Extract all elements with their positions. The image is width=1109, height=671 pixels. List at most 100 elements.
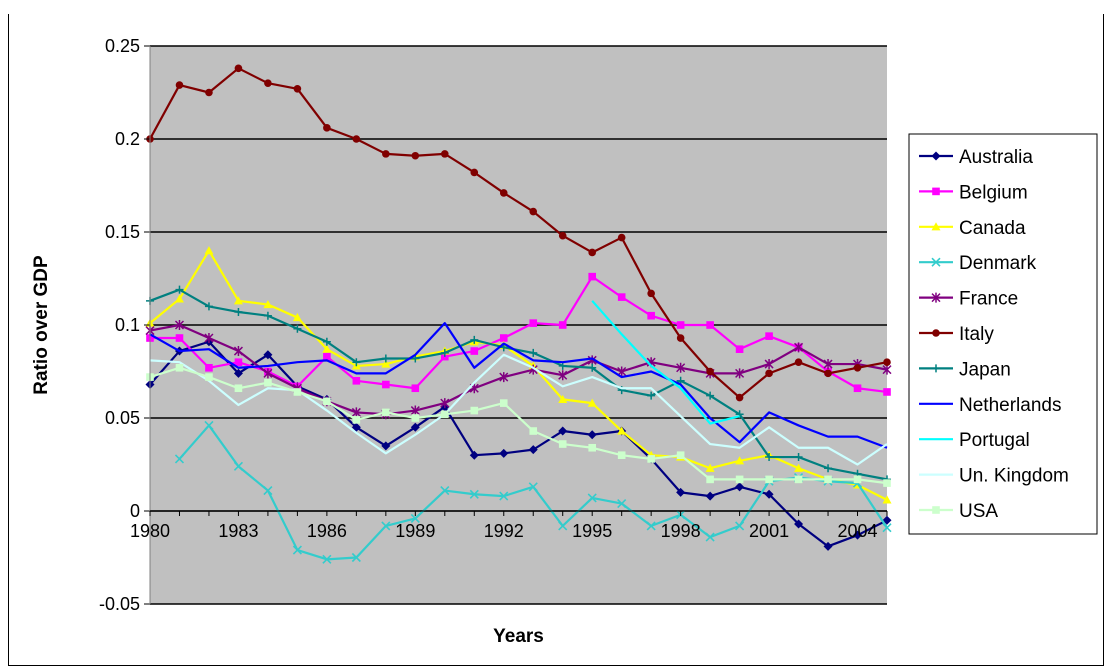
series-netherlands [149, 322, 888, 449]
data-point-denmark [204, 420, 214, 431]
data-point-usa [441, 410, 449, 419]
data-point-france [204, 333, 214, 344]
data-point-japan [824, 464, 833, 473]
y-tick-label: 0.1 [115, 315, 140, 335]
x-tick-label: 2001 [749, 521, 789, 541]
legend-item-france: France [919, 289, 1018, 310]
y-tick-label: 0 [130, 501, 140, 521]
data-point-australia [233, 368, 243, 378]
data-point-italy [382, 150, 390, 158]
x-tick-label: 1983 [218, 521, 258, 541]
series-belgium [146, 272, 891, 396]
x-tick-label: 2004 [837, 521, 877, 541]
y-tick-label: 0.25 [105, 36, 140, 56]
legend-item-belgium: Belgium [919, 182, 1028, 203]
data-point-australia [676, 487, 686, 497]
legend: Australia Belgium Canada Denmark France Italy… [908, 133, 1098, 535]
data-point-belgium [853, 384, 862, 393]
data-point-italy [205, 88, 213, 97]
data-point-canada [705, 463, 715, 472]
data-point-denmark [440, 485, 450, 496]
data-point-usa [883, 479, 891, 487]
legend-label-usa: USA [959, 501, 998, 522]
series-line-italy [149, 67, 888, 399]
data-point-belgium [647, 311, 655, 320]
data-point-usa [765, 475, 773, 484]
legend-item-un-kingdom: Un. Kingdom [919, 466, 1069, 487]
data-point-denmark [705, 532, 715, 542]
y-tick-label: 0.2 [115, 129, 140, 149]
legend-label-japan: Japan [959, 359, 1011, 380]
data-point-france [558, 370, 568, 381]
series-japan [146, 285, 891, 484]
data-point-belgium [323, 352, 331, 361]
data-point-australia [587, 430, 597, 440]
data-point-canada [174, 294, 184, 303]
data-point-italy [765, 369, 773, 378]
legend-item-italy: Italy [919, 324, 994, 345]
data-point-japan [293, 324, 302, 333]
data-point-japan [529, 348, 538, 357]
legend-marker-france [931, 292, 941, 303]
data-point-usa [824, 475, 832, 484]
data-point-australia [469, 450, 479, 460]
legend-item-denmark: Denmark [919, 253, 1037, 274]
data-point-france [764, 359, 774, 370]
data-point-canada [617, 426, 627, 435]
data-point-denmark [528, 482, 538, 492]
data-point-france [410, 405, 420, 416]
data-point-denmark [351, 552, 361, 563]
data-point-canada [882, 495, 892, 504]
data-point-italy [824, 369, 832, 378]
x-tick-label: 1989 [395, 521, 435, 541]
data-point-canada [558, 394, 568, 403]
y-tick-label: -0.05 [99, 594, 140, 614]
data-point-canada [381, 359, 391, 368]
data-point-belgium [382, 380, 390, 389]
data-point-australia [381, 441, 391, 451]
data-point-japan [765, 453, 774, 462]
data-point-france [794, 342, 804, 353]
data-point-usa [352, 416, 361, 424]
legend-item-japan: Japan [919, 359, 1011, 380]
x-tick-label: 1986 [307, 521, 347, 541]
data-point-usa [293, 388, 302, 396]
data-point-italy [411, 151, 420, 160]
data-point-usa [205, 373, 213, 381]
data-point-australia [735, 482, 745, 492]
series-line-australia [149, 340, 888, 548]
legend-marker-denmark [931, 257, 941, 267]
data-point-belgium [499, 334, 508, 342]
data-point-australia [558, 426, 568, 436]
data-point-denmark [499, 491, 509, 501]
data-point-denmark [617, 498, 627, 509]
data-point-france [440, 398, 450, 409]
data-point-denmark [322, 554, 332, 564]
series-line-usa [149, 366, 888, 485]
data-point-italy [794, 358, 803, 367]
data-point-usa [264, 378, 272, 387]
data-point-australia [705, 491, 715, 501]
data-point-italy [706, 367, 714, 376]
data-point-denmark [263, 485, 273, 496]
data-point-italy [617, 233, 626, 242]
data-point-usa [735, 475, 744, 484]
x-tick-label: 1995 [572, 521, 612, 541]
legend-item-netherlands: Netherlands [919, 395, 1061, 416]
data-point-italy [323, 124, 331, 132]
data-point-japan [440, 348, 449, 357]
data-point-japan [234, 307, 243, 316]
legend-marker-japan [932, 364, 940, 373]
legend-label-france: France [959, 289, 1018, 310]
data-point-canada [292, 313, 302, 322]
series-usa [146, 363, 891, 487]
data-point-denmark [410, 513, 420, 524]
data-point-france [499, 372, 509, 383]
data-point-france [587, 355, 597, 366]
data-point-belgium [205, 363, 213, 372]
x-tick-label: 1998 [661, 521, 701, 541]
data-point-usa [794, 475, 803, 484]
legend-label-belgium: Belgium [959, 182, 1028, 203]
data-point-italy [529, 207, 538, 216]
data-point-japan [322, 337, 331, 346]
